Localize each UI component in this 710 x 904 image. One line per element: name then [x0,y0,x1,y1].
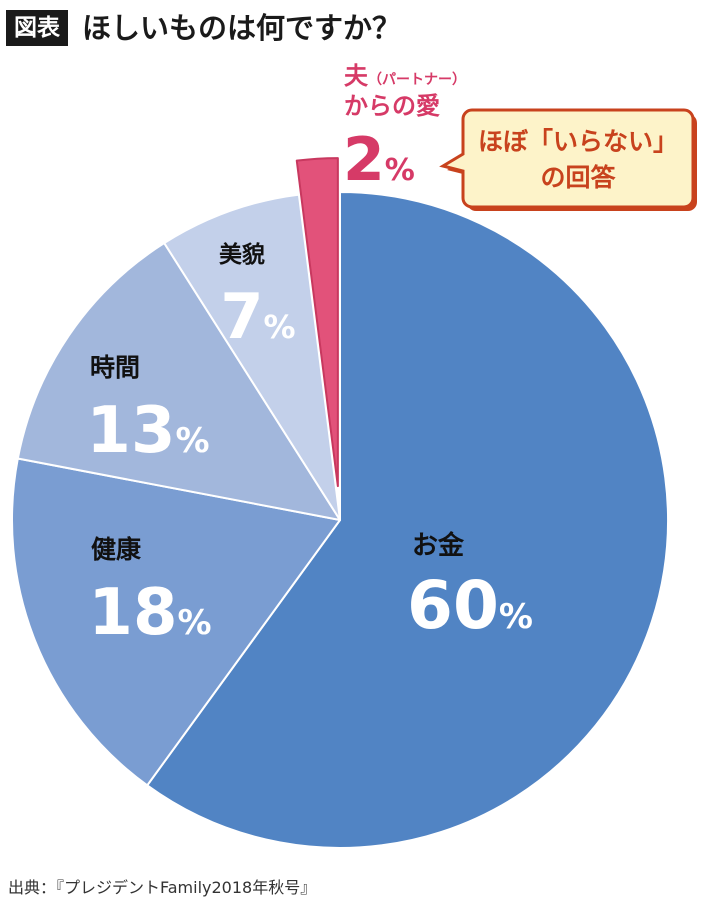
label-name-jikan: 時間 [90,353,140,382]
label-value-partner: 2% [343,125,415,195]
pie-slice-kenkou [11,457,341,787]
figure-badge: 図表 [6,10,68,46]
label-value-jikan: 13% [86,394,209,468]
pie-slice-partner [295,157,339,488]
label-name-partner: 夫（パートナー） [344,62,466,90]
callout-body [439,108,695,209]
source-note: 出典：『プレジデントFamily2018年秋号』 [8,878,317,897]
callout-bubble: ほぼ「いらない」 の回答 [439,108,697,211]
header: 図表 ほしいものは何ですか？ [6,8,706,48]
pie-slice-okane [146,191,669,849]
label-value-kenkou: 18% [88,576,211,650]
pie-slice-jikan [16,242,341,521]
callout-line1: ほぼ「いらない」 [478,127,678,156]
label-name-bibou: 美貌 [219,241,265,268]
callout-line2: の回答 [540,163,616,192]
label-name-partner-line2: からの愛 [344,92,440,120]
label-name-kenkou: 健康 [91,535,142,564]
page-title: ほしいものは何ですか？ [82,11,402,45]
label-value-okane: 60% [407,567,533,644]
label-name-okane: お金 [412,530,465,561]
pie-slice-bibou [163,193,341,521]
label-value-bibou: 7% [220,280,295,353]
